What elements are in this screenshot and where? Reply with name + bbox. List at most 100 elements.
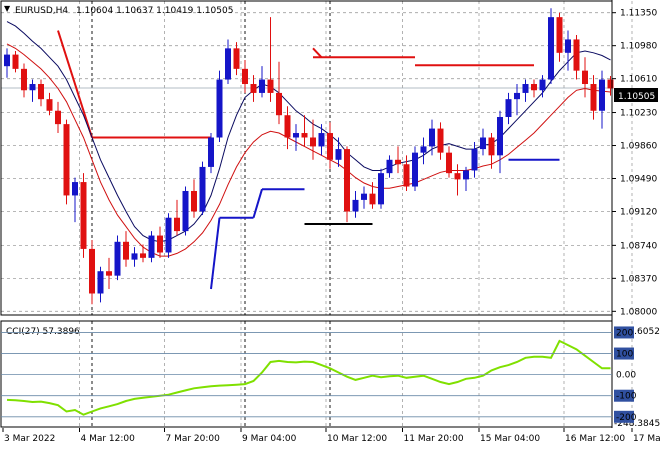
cci-level-label: 100	[616, 350, 633, 360]
candle-body	[12, 54, 19, 69]
candle-body	[437, 128, 444, 153]
candle-body	[97, 271, 104, 294]
candle-body	[267, 79, 274, 93]
candle-body	[259, 79, 265, 93]
candle	[582, 57, 588, 98]
price-axis[interactable]: 1.11350 1.10980 1.10610 1.10230 1.09860 1.094…	[612, 9, 657, 318]
candle	[97, 266, 104, 303]
candle-body	[55, 110, 61, 125]
candle	[165, 213, 172, 258]
candle	[293, 124, 299, 151]
candle-body	[80, 182, 87, 249]
candle-body	[89, 248, 95, 294]
time-tick-label: 16 Mar 12:00	[565, 434, 625, 444]
price-tick-label: 1.10980	[620, 42, 657, 52]
candle	[4, 48, 10, 78]
candle	[131, 247, 138, 267]
time-axis[interactable]: 3 Mar 2022 4 Mar 12:00 7 Mar 20:00 9 Mar 04…	[2, 428, 660, 444]
resistance-lines	[57, 30, 534, 139]
candle	[72, 177, 78, 223]
candle	[556, 12, 563, 62]
candle-body	[369, 193, 376, 205]
price-tick-label: 1.10230	[620, 109, 657, 119]
moving-averages	[6, 21, 611, 257]
candle-body	[276, 92, 282, 116]
cci-level-label: 200	[616, 328, 633, 338]
resistance-line	[312, 47, 323, 58]
candle	[284, 106, 291, 150]
price-tick-label: 1.09860	[620, 142, 657, 152]
candle	[386, 155, 393, 178]
price-tick-label: 1.10610	[620, 75, 657, 85]
candle	[446, 146, 452, 178]
candle	[607, 75, 614, 96]
candle	[174, 199, 180, 236]
candle-body	[4, 54, 10, 67]
support-lines	[210, 158, 560, 290]
candle-body	[225, 48, 231, 80]
symbol-icon: ▼	[4, 4, 11, 13]
time-tick-label: 17 Mar 20:00	[633, 434, 660, 444]
price-tick-label: 1.08000	[620, 307, 657, 317]
candle-body	[548, 17, 554, 80]
candle-body	[378, 173, 384, 205]
candle	[369, 182, 376, 209]
candle-body	[497, 116, 503, 156]
candlesticks[interactable]	[4, 8, 614, 305]
candle	[182, 186, 189, 236]
cci-scale-min: -248.3845	[614, 419, 660, 429]
candle	[335, 137, 342, 167]
candle-body	[72, 182, 78, 196]
current-price-tag: 1.10505	[614, 88, 658, 102]
candle-body	[429, 128, 435, 147]
current-price-label: 1.10505	[618, 92, 655, 102]
candle	[38, 79, 44, 107]
candle	[21, 63, 27, 98]
candle-body	[395, 159, 401, 165]
candle-body	[242, 68, 248, 85]
cci-axis: 200 100 0.00 -100 -200	[1, 326, 637, 423]
candle	[208, 133, 214, 174]
candle-body	[182, 190, 189, 232]
price-tick-label: 1.09490	[620, 175, 657, 185]
cci-scale-max: 249.6052	[617, 327, 660, 337]
candle-body	[599, 79, 605, 111]
candle-body	[344, 149, 350, 212]
candle	[480, 128, 486, 156]
candle	[259, 66, 265, 98]
candle-body	[208, 137, 214, 167]
candle-body	[463, 170, 469, 180]
candle-body	[573, 39, 580, 71]
candle-body	[46, 99, 53, 111]
cci-level-label: -200	[616, 413, 637, 423]
candle	[191, 179, 197, 218]
candle-body	[403, 164, 410, 187]
ohlc-readout: 1.10604 1.10637 1.10419 1.10505	[76, 6, 233, 16]
resistance-line	[57, 30, 93, 138]
candle-body	[335, 149, 342, 160]
candle-body	[327, 133, 333, 160]
candle-body	[233, 48, 240, 69]
candle-body	[157, 235, 163, 253]
candle	[55, 101, 61, 134]
candle	[539, 75, 546, 98]
candle	[548, 8, 554, 85]
candle	[514, 84, 520, 116]
candle-body	[29, 84, 36, 91]
candle-body	[556, 17, 563, 53]
candle-body	[140, 253, 146, 258]
time-tick-label: 7 Mar 20:00	[166, 434, 221, 444]
candle	[463, 166, 469, 191]
candle-body	[293, 133, 299, 138]
cci-level-label: -100	[616, 392, 637, 402]
candle	[301, 115, 308, 147]
candle	[310, 119, 316, 160]
candle	[352, 190, 359, 218]
candle	[344, 146, 350, 223]
candle	[250, 75, 257, 102]
candle-body	[361, 193, 367, 200]
time-tick-label: 11 Mar 20:00	[404, 434, 464, 444]
candle	[505, 92, 512, 125]
candle	[106, 257, 112, 290]
